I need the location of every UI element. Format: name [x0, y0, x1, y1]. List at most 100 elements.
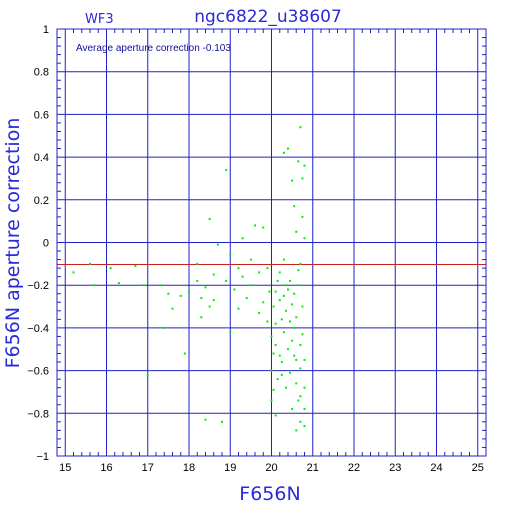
data-point — [297, 269, 300, 272]
data-point — [295, 358, 298, 361]
data-point — [229, 331, 232, 334]
data-point — [196, 279, 199, 282]
data-point — [297, 399, 300, 402]
data-point — [274, 290, 277, 293]
data-point — [303, 164, 306, 167]
data-point — [266, 320, 269, 323]
data-point — [237, 267, 240, 270]
plot-frame — [56, 28, 487, 457]
data-point — [188, 290, 190, 293]
y-tick-label: −0.4 — [27, 323, 49, 335]
data-point — [142, 284, 145, 287]
x-tick-label: 24 — [430, 462, 442, 474]
data-point — [237, 307, 240, 310]
data-point — [301, 305, 304, 308]
tick-labels-layer: 15 16 17 18 19 20 21 22 23 24 25 −1 −0.8 −0.6 −0.4 −0.2… — [27, 24, 484, 474]
annotation-text: Average aperture correction -0.103 — [76, 43, 231, 54]
x-tick-label: 15 — [59, 462, 71, 474]
chart-title: ngc6822_u38607 — [194, 7, 342, 27]
data-point — [289, 371, 292, 374]
y-tick-label: 1 — [43, 24, 49, 36]
data-point — [289, 279, 292, 282]
data-point — [241, 237, 244, 240]
data-point — [225, 279, 228, 282]
data-point — [293, 326, 296, 329]
data-point — [282, 331, 285, 334]
data-point — [274, 414, 277, 417]
data-point — [287, 348, 289, 351]
data-point — [291, 339, 294, 342]
data-point — [280, 373, 283, 376]
y-tick-label: 0 — [43, 238, 49, 250]
data-point — [245, 297, 248, 300]
data-point — [289, 320, 292, 323]
data-point — [280, 361, 283, 364]
data-point — [303, 237, 306, 240]
y-tick-label: −0.8 — [27, 408, 49, 420]
data-point — [262, 226, 265, 229]
data-point — [221, 420, 223, 423]
data-point — [287, 147, 289, 150]
data-point — [293, 292, 296, 295]
data-point — [233, 288, 236, 291]
data-point — [266, 267, 269, 270]
ticks-layer — [57, 29, 486, 456]
x-tick-label: 22 — [348, 462, 360, 474]
data-point — [270, 399, 273, 402]
y-tick-label: 0.6 — [34, 109, 49, 121]
corner-label: WF3 — [85, 12, 114, 27]
data-point — [276, 378, 279, 381]
data-point — [301, 215, 304, 218]
data-point — [301, 333, 304, 336]
data-point — [262, 301, 265, 304]
data-point — [303, 386, 306, 389]
data-point — [241, 275, 244, 278]
x-tick-label: 23 — [389, 462, 401, 474]
data-point — [297, 284, 300, 287]
data-point — [146, 373, 149, 376]
y-tick-label: 0.8 — [34, 67, 49, 79]
y-tick-label: −0.2 — [27, 280, 49, 292]
x-tick-label: 16 — [100, 462, 112, 474]
data-point — [109, 267, 112, 270]
data-point — [278, 354, 281, 357]
grid-layer — [57, 28, 486, 457]
data-point — [159, 284, 162, 287]
data-point — [280, 318, 283, 321]
x-tick-label: 17 — [142, 462, 154, 474]
data-point — [200, 316, 203, 319]
x-tick-label: 20 — [265, 462, 277, 474]
data-point — [93, 284, 96, 287]
data-point — [89, 262, 91, 265]
y-axis-label: F656N aperture correction — [2, 118, 24, 369]
data-point — [183, 352, 186, 355]
data-point — [284, 284, 287, 287]
data-point — [200, 297, 203, 300]
x-tick-label: 21 — [307, 462, 319, 474]
data-point — [282, 294, 285, 297]
data-point — [303, 408, 306, 411]
data-point — [258, 271, 261, 274]
data-point — [299, 395, 302, 398]
data-point — [299, 420, 302, 423]
data-point — [254, 224, 256, 227]
data-point — [163, 326, 166, 329]
data-point — [293, 354, 296, 357]
data-point — [167, 292, 170, 295]
data-point — [204, 286, 207, 289]
data-point — [291, 179, 294, 182]
data-point — [295, 429, 298, 432]
y-tick-label: 0.4 — [34, 152, 49, 164]
data-point — [204, 418, 207, 421]
data-point — [179, 294, 182, 297]
data-point — [268, 290, 271, 293]
data-point — [287, 288, 289, 291]
data-point — [208, 305, 211, 308]
data-point — [284, 386, 287, 389]
data-point — [276, 279, 279, 282]
data-point — [299, 367, 302, 370]
data-point — [295, 316, 298, 319]
data-point — [270, 335, 273, 338]
x-axis-label: F656N — [239, 483, 300, 505]
